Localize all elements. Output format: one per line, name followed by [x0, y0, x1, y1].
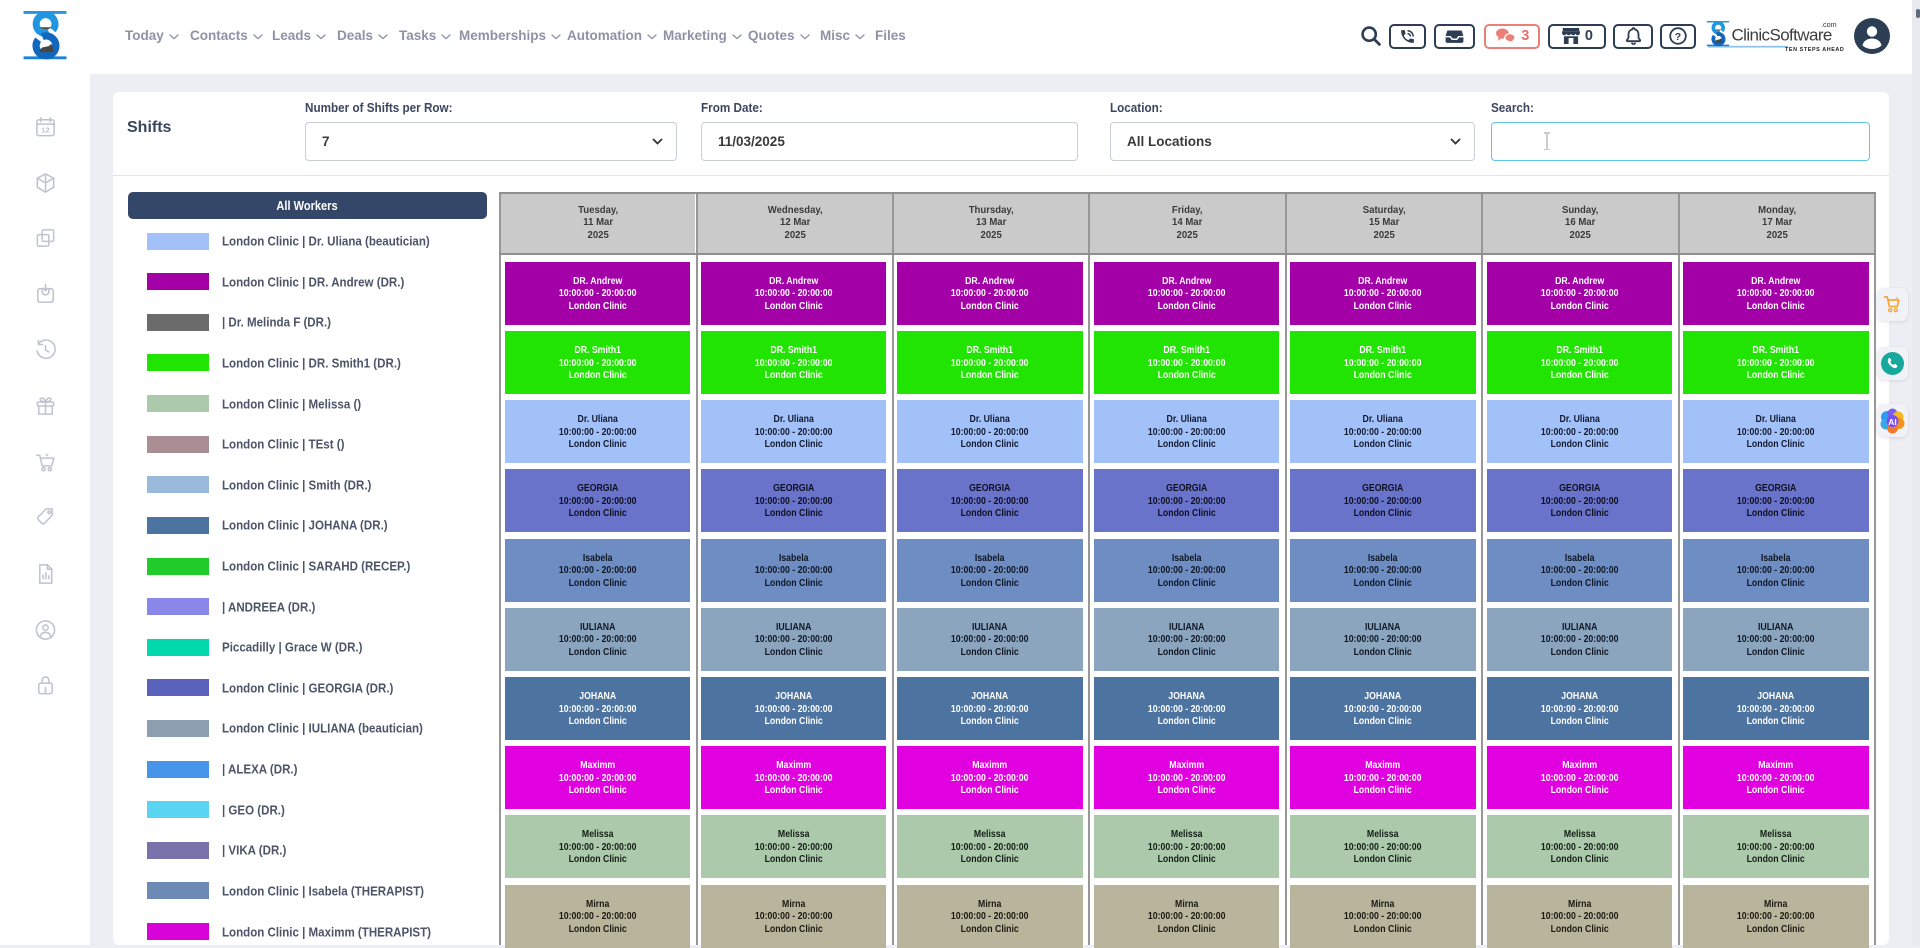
svg-text:TEN STEPS AHEAD: TEN STEPS AHEAD — [1785, 47, 1844, 53]
svg-text:ClinicSoftware: ClinicSoftware — [1732, 26, 1832, 45]
svg-text:?: ? — [1675, 31, 1681, 43]
svg-text:AI: AI — [1888, 416, 1897, 426]
svg-text:.com: .com — [1821, 20, 1837, 29]
svg-text:12: 12 — [41, 126, 50, 135]
